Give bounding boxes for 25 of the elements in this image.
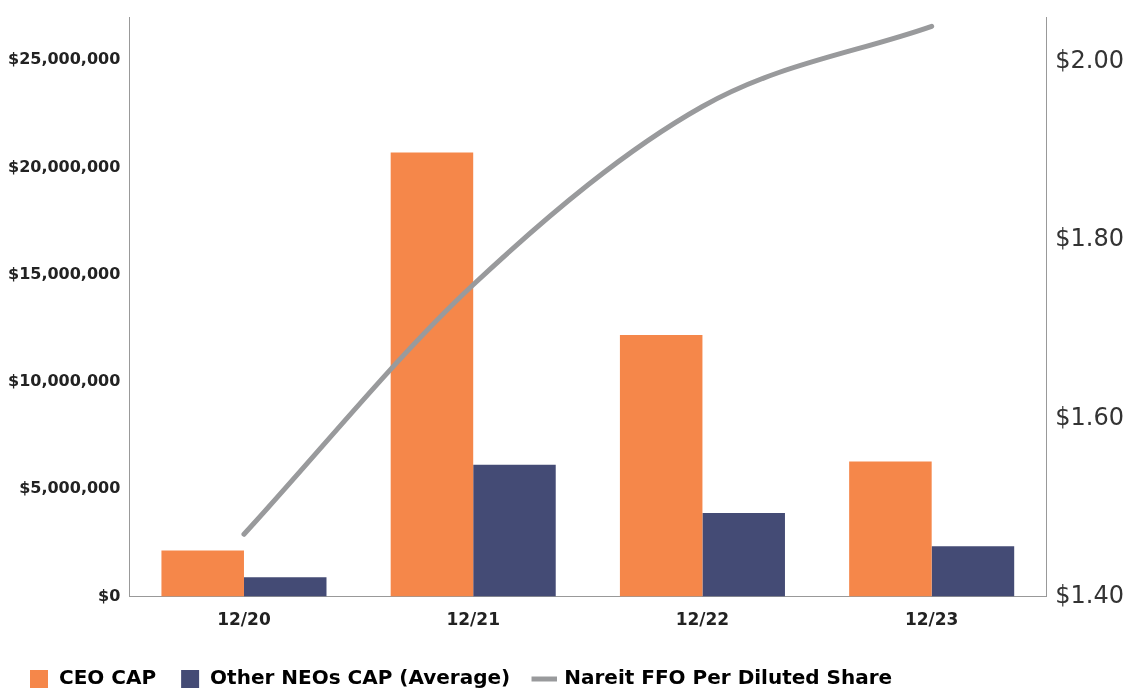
bar — [931, 546, 1015, 597]
legend-label: CEO CAP — [59, 665, 157, 690]
x-tick-label: 12/23 — [904, 609, 959, 630]
y-tick-label: $15,000,000 — [7, 263, 121, 283]
bar — [702, 512, 785, 597]
bar — [473, 464, 556, 597]
y-tick-label: $0 — [98, 585, 121, 605]
x-tick-label: 12/20 — [217, 609, 271, 630]
bar — [849, 461, 932, 597]
x-tick-label: 12/21 — [446, 609, 500, 630]
legend-label: Nareit FFO Per Diluted Share — [564, 665, 893, 690]
bar — [243, 577, 327, 597]
bar — [161, 550, 244, 597]
legend-label: Other NEOs CAP (Average) — [210, 665, 511, 690]
y-tick-label: $20,000,000 — [7, 156, 121, 176]
y2-tick-label: $1.60 — [1055, 402, 1125, 431]
y-tick-label: $5,000,000 — [19, 478, 121, 498]
y2-tick-label: $2.00 — [1055, 46, 1125, 75]
bar — [390, 152, 474, 597]
y2-tick-label: $1.80 — [1055, 224, 1125, 253]
y2-tick-label: $1.40 — [1055, 580, 1125, 609]
y-tick-label: $10,000,000 — [7, 371, 121, 391]
bar — [619, 334, 703, 597]
y-tick-label: $25,000,000 — [7, 49, 121, 69]
x-tick-label: 12/22 — [675, 609, 730, 630]
